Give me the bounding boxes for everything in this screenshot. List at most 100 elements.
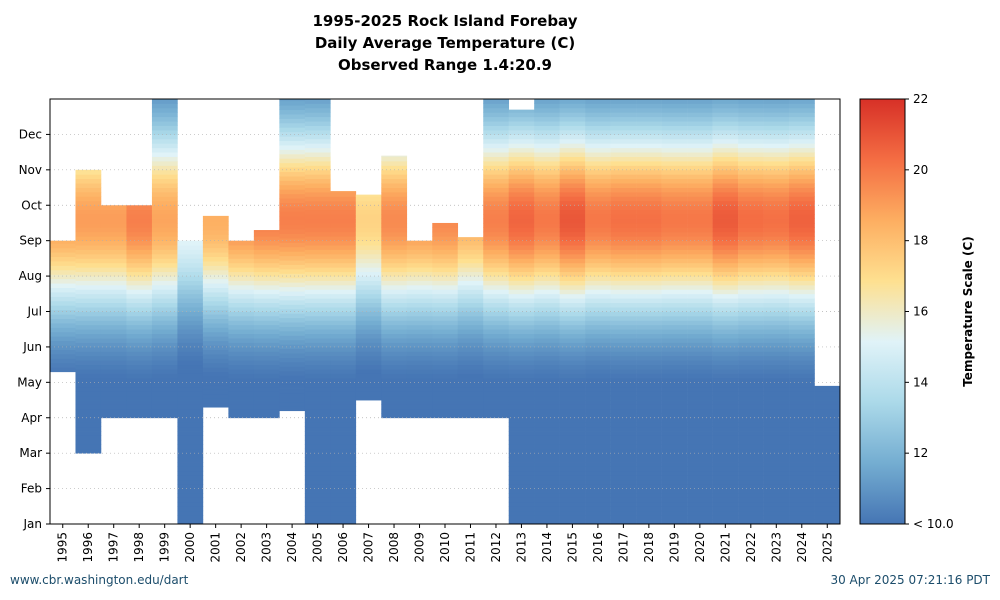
heatmap-cell [304, 355, 331, 361]
heatmap-cell [585, 320, 611, 326]
heatmap-cell [355, 218, 382, 224]
heatmap-cell [585, 307, 611, 312]
heatmap-cell [738, 302, 764, 308]
heatmap-cell [661, 125, 688, 131]
heatmap-cell [330, 453, 357, 458]
heatmap-cell [661, 307, 688, 312]
heatmap-cell [534, 245, 560, 250]
heatmap-cell [738, 391, 764, 397]
heatmap-cell [585, 240, 611, 246]
heatmap-cell [661, 258, 688, 264]
heatmap-cell [585, 377, 611, 383]
heatmap-cell [585, 298, 611, 304]
heatmap-cell [763, 191, 790, 197]
heatmap-cell [151, 249, 178, 255]
heatmap-cell [126, 222, 153, 228]
heatmap-cell [661, 262, 688, 268]
heatmap-cell [508, 121, 535, 126]
heatmap-cell [75, 377, 102, 383]
heatmap-cell [712, 249, 739, 255]
heatmap-cell [789, 307, 815, 312]
heatmap-cell [253, 377, 280, 383]
heatmap-cell [687, 112, 713, 118]
heatmap-cell [534, 302, 560, 308]
heatmap-cell [457, 284, 484, 290]
heatmap-cell [508, 417, 535, 423]
heatmap-cell [738, 258, 764, 264]
heatmap-cell [789, 152, 815, 157]
heatmap-cell [381, 222, 408, 228]
heatmap-cell [304, 183, 331, 188]
heatmap-cell [381, 311, 408, 317]
heatmap-cell [202, 389, 229, 395]
heatmap-cell [457, 276, 484, 281]
heatmap-cell [814, 497, 841, 503]
heatmap-cell [483, 169, 510, 175]
heatmap-cell [763, 444, 790, 450]
heatmap-cell [763, 160, 790, 166]
heatmap-cell [534, 355, 560, 361]
heatmap-cell [432, 276, 459, 281]
heatmap-cell [432, 249, 459, 255]
heatmap-cell [585, 519, 611, 525]
heatmap-cell [585, 439, 611, 445]
heatmap-cell [75, 400, 102, 405]
heatmap-cell [585, 262, 611, 268]
heatmap-cell [457, 271, 484, 277]
heatmap-cell [355, 324, 382, 330]
heatmap-cell [585, 293, 611, 299]
heatmap-cell [253, 369, 280, 374]
heatmap-cell [330, 289, 357, 295]
heatmap-cell [763, 346, 790, 352]
heatmap-cell [712, 191, 739, 197]
heatmap-cell [738, 307, 764, 312]
heatmap-cell [534, 183, 560, 188]
heatmap-cell [279, 238, 306, 243]
heatmap-cell [151, 315, 178, 321]
x-tick-label-1997: 1997 [107, 532, 121, 563]
heatmap-cell [457, 289, 484, 295]
heatmap-cell [75, 422, 102, 428]
heatmap-cell [508, 413, 535, 419]
heatmap-cell [330, 386, 357, 392]
heatmap-cell [814, 439, 841, 445]
heatmap-cell [330, 209, 357, 215]
heatmap-cell [738, 439, 764, 445]
heatmap-cell [279, 242, 306, 248]
heatmap-cell [534, 116, 560, 122]
heatmap-cell [279, 202, 306, 208]
heatmap-cell [763, 169, 790, 175]
heatmap-cell [585, 200, 611, 206]
heatmap-cell [534, 404, 560, 410]
heatmap-cell [151, 262, 178, 268]
heatmap-cell [559, 333, 586, 339]
heatmap-cell [814, 475, 841, 481]
heatmap-cell [610, 395, 637, 401]
heatmap-cell [789, 408, 815, 414]
heatmap-cell [712, 391, 739, 397]
heatmap-cell [687, 240, 713, 246]
heatmap-cell [559, 311, 586, 317]
heatmap-cell [151, 373, 178, 379]
x-tick-label-2004: 2004 [285, 532, 299, 563]
heatmap-cell [304, 510, 331, 516]
heatmap-cell [789, 324, 815, 330]
heatmap-cell [789, 501, 815, 507]
heatmap-cell [636, 152, 662, 157]
heatmap-cell [789, 338, 815, 343]
heatmap-cell [661, 342, 688, 348]
heatmap-cell [687, 152, 713, 157]
x-tick-label-2010: 2010 [438, 532, 452, 563]
heatmap-cell [687, 271, 713, 277]
heatmap-cell [585, 311, 611, 317]
heatmap-cell [559, 364, 586, 370]
year-column-2025 [814, 385, 841, 525]
heatmap-cell [457, 237, 484, 242]
heatmap-cell [712, 178, 739, 184]
year-column-2020 [687, 99, 713, 525]
heatmap-cell [508, 187, 535, 193]
heatmap-cell [381, 236, 408, 242]
heatmap-cell [279, 118, 306, 124]
heatmap-cell [712, 112, 739, 118]
heatmap-cell [789, 147, 815, 153]
